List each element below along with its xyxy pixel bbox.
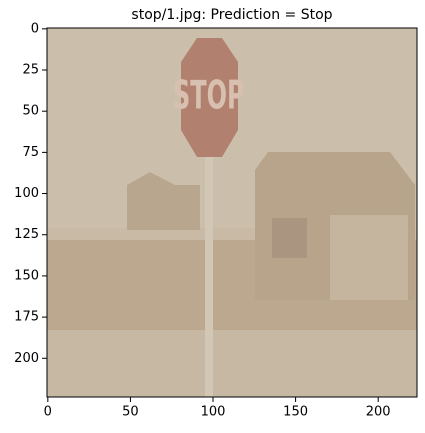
sign-text: STOP	[173, 72, 245, 118]
x-tick-label: 150	[283, 405, 308, 420]
y-tick-label: 0	[31, 21, 39, 36]
x-tick-label: 50	[122, 405, 139, 420]
y-tick-label: 150	[14, 268, 39, 283]
axes-frame	[46, 27, 418, 398]
y-tick-label: 25	[22, 63, 39, 78]
x-tick-label: 200	[366, 405, 391, 420]
y-tick-label: 100	[14, 186, 39, 201]
garage-door	[330, 215, 408, 300]
ground	[47, 330, 417, 397]
image: STOP	[47, 28, 417, 397]
house-left	[127, 172, 200, 230]
y-tick-label: 175	[14, 310, 39, 325]
chart-title: stop/1.jpg: Prediction = Stop	[131, 7, 332, 23]
pole	[205, 150, 213, 397]
window	[272, 218, 307, 258]
x-tick-label: 0	[44, 405, 52, 420]
stop-sign	[181, 38, 238, 157]
y-tick-label: 75	[22, 145, 39, 160]
y-tick-label: 50	[22, 104, 39, 119]
y-tick-label: 200	[14, 351, 39, 366]
x-tick-label: 100	[201, 405, 226, 420]
y-tick-label: 125	[14, 227, 39, 242]
